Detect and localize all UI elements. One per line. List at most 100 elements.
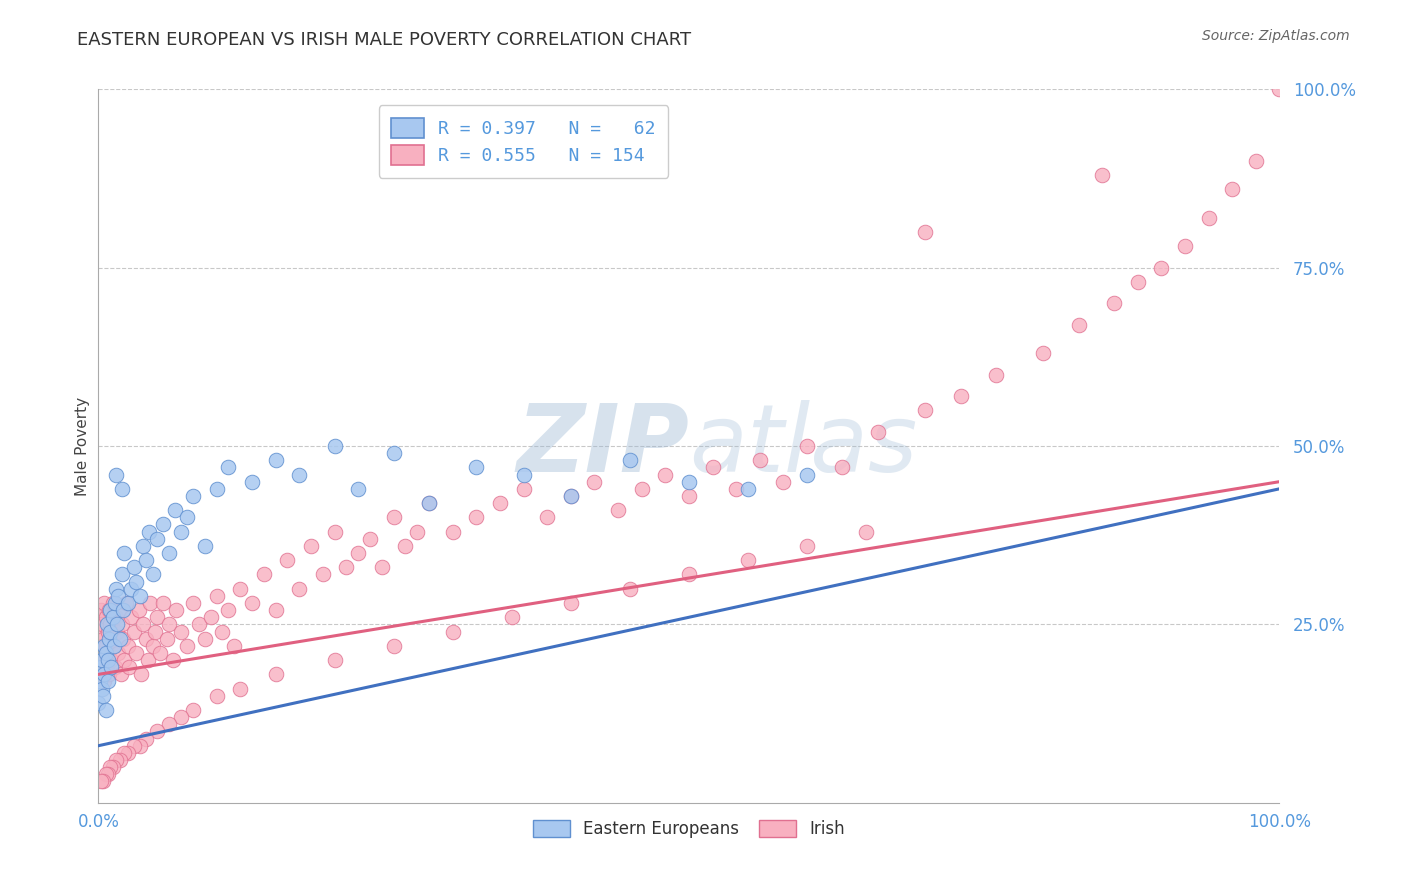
Point — [98, 624, 121, 639]
Point — [949, 389, 972, 403]
Point — [122, 624, 145, 639]
Point — [1244, 153, 1267, 168]
Point — [93, 667, 115, 681]
Point — [441, 524, 464, 539]
Point — [501, 610, 523, 624]
Point — [103, 639, 125, 653]
Point — [217, 460, 239, 475]
Point — [1032, 346, 1054, 360]
Point — [112, 603, 135, 617]
Point — [94, 646, 117, 660]
Point — [229, 681, 252, 696]
Point — [406, 524, 429, 539]
Point — [112, 746, 135, 760]
Point — [240, 475, 263, 489]
Point — [772, 475, 794, 489]
Point — [91, 617, 114, 632]
Point — [984, 368, 1007, 382]
Point — [1198, 211, 1220, 225]
Point — [217, 603, 239, 617]
Point — [142, 567, 165, 582]
Point — [93, 639, 115, 653]
Legend: Eastern Europeans, Irish: Eastern Europeans, Irish — [526, 813, 852, 845]
Point — [107, 646, 129, 660]
Point — [97, 624, 120, 639]
Point — [560, 489, 582, 503]
Point — [162, 653, 184, 667]
Point — [121, 610, 143, 624]
Point — [1268, 82, 1291, 96]
Point — [371, 560, 394, 574]
Point — [253, 567, 276, 582]
Point — [142, 639, 165, 653]
Point — [264, 603, 287, 617]
Point — [205, 589, 228, 603]
Point — [157, 717, 180, 731]
Point — [101, 610, 124, 624]
Point — [94, 767, 117, 781]
Point — [152, 596, 174, 610]
Point — [855, 524, 877, 539]
Point — [91, 689, 114, 703]
Point — [176, 510, 198, 524]
Point — [97, 646, 120, 660]
Point — [725, 482, 748, 496]
Point — [125, 646, 148, 660]
Point — [112, 546, 135, 560]
Point — [200, 610, 222, 624]
Y-axis label: Male Poverty: Male Poverty — [75, 396, 90, 496]
Point — [181, 489, 204, 503]
Point — [914, 403, 936, 417]
Point — [229, 582, 252, 596]
Point — [111, 482, 134, 496]
Point — [194, 539, 217, 553]
Point — [91, 681, 114, 696]
Point — [536, 510, 558, 524]
Point — [122, 739, 145, 753]
Point — [583, 475, 606, 489]
Point — [560, 596, 582, 610]
Point — [796, 467, 818, 482]
Point — [108, 753, 131, 767]
Point — [702, 460, 724, 475]
Point — [347, 546, 370, 560]
Point — [866, 425, 889, 439]
Point — [831, 460, 853, 475]
Point — [382, 446, 405, 460]
Point — [359, 532, 381, 546]
Point — [94, 639, 117, 653]
Point — [96, 660, 118, 674]
Point — [105, 624, 128, 639]
Point — [489, 496, 512, 510]
Point — [194, 632, 217, 646]
Point — [91, 653, 114, 667]
Point — [181, 596, 204, 610]
Point — [97, 653, 120, 667]
Point — [157, 617, 180, 632]
Point — [914, 225, 936, 239]
Point — [165, 503, 187, 517]
Point — [132, 539, 155, 553]
Point — [91, 653, 114, 667]
Point — [323, 439, 346, 453]
Point — [264, 667, 287, 681]
Point — [112, 653, 135, 667]
Point — [176, 639, 198, 653]
Point — [91, 632, 114, 646]
Point — [299, 539, 322, 553]
Point — [100, 653, 122, 667]
Point — [87, 610, 110, 624]
Point — [205, 482, 228, 496]
Point — [114, 596, 136, 610]
Point — [323, 653, 346, 667]
Point — [678, 567, 700, 582]
Point — [1220, 182, 1243, 196]
Point — [87, 696, 110, 710]
Point — [117, 639, 139, 653]
Point — [97, 674, 120, 689]
Point — [619, 453, 641, 467]
Point — [607, 503, 630, 517]
Point — [132, 617, 155, 632]
Text: ZIP: ZIP — [516, 400, 689, 492]
Point — [156, 632, 179, 646]
